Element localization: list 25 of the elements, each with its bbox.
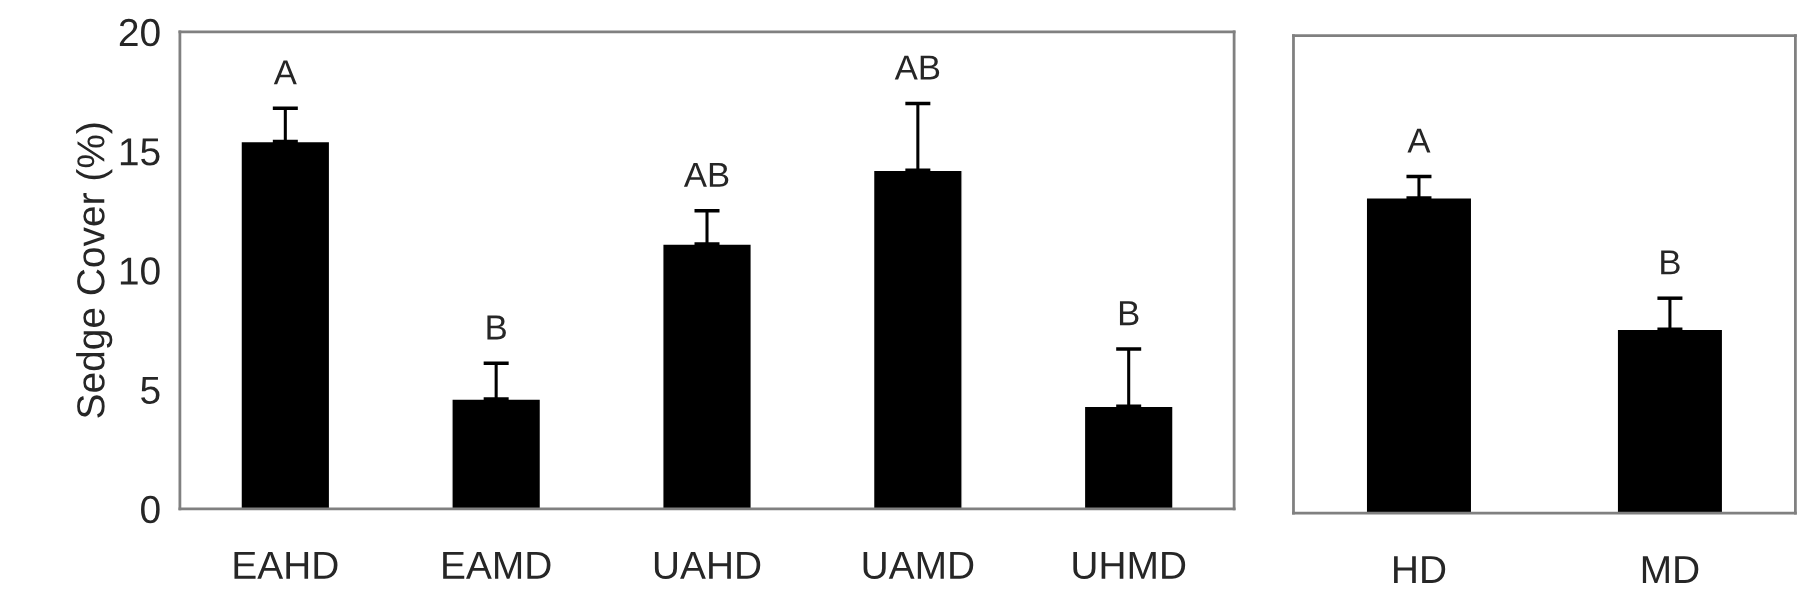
y-axis-title: Sedge Cover (%) xyxy=(76,123,113,418)
x-tick-label: HD xyxy=(1394,556,1446,583)
x-tick-label: MD xyxy=(1642,556,1699,583)
y-tick-label: 20 xyxy=(119,18,160,47)
annotation: B xyxy=(487,315,506,340)
y-tick-label: 15 xyxy=(120,138,160,166)
annotation: AB xyxy=(683,162,729,187)
x-tick-label: UAHD xyxy=(654,551,761,580)
x-tick-label: UHMD xyxy=(1073,551,1186,580)
x-tick-label: UAMD xyxy=(863,551,974,580)
bar xyxy=(872,169,963,509)
y-tick-label: 0 xyxy=(141,495,160,524)
bar xyxy=(662,243,752,509)
annotation: A xyxy=(273,60,297,85)
bar xyxy=(240,140,331,509)
y-tick-label: 5 xyxy=(141,376,160,405)
annotation: B xyxy=(1661,250,1680,275)
bar xyxy=(1083,405,1174,509)
y-tick-label: 10 xyxy=(120,257,160,285)
annotation: B xyxy=(1119,301,1139,326)
x-tick-label: EAHD xyxy=(234,551,338,579)
bar xyxy=(451,398,542,509)
x-tick-label: EAMD xyxy=(443,551,551,579)
annotation: A xyxy=(1407,128,1431,153)
annotation: AB xyxy=(894,55,940,80)
